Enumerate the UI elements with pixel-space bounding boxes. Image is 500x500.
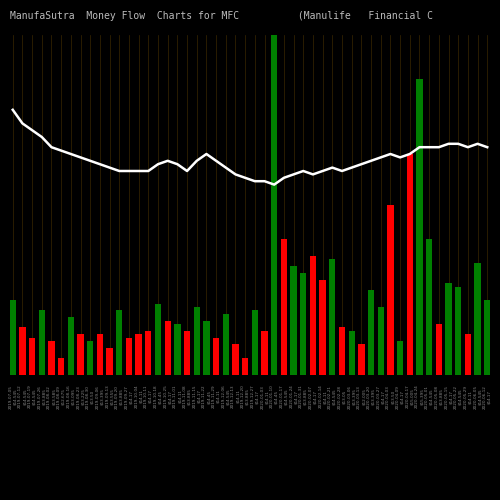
Bar: [300, 273, 306, 375]
Bar: [252, 310, 258, 375]
Bar: [242, 358, 248, 375]
Bar: [213, 338, 220, 375]
Bar: [464, 334, 471, 375]
Bar: [194, 307, 200, 375]
Bar: [310, 256, 316, 375]
Bar: [290, 266, 296, 375]
Bar: [38, 310, 45, 375]
Bar: [262, 331, 268, 375]
Bar: [184, 331, 190, 375]
Text: ManufaSutra  Money Flow  Charts for MFC          (Manulife   Financial C: ManufaSutra Money Flow Charts for MFC (M…: [10, 12, 433, 22]
Bar: [78, 334, 84, 375]
Bar: [68, 317, 74, 375]
Bar: [388, 205, 394, 375]
Bar: [87, 341, 94, 375]
Bar: [397, 341, 403, 375]
Bar: [446, 283, 452, 375]
Bar: [155, 304, 161, 375]
Bar: [358, 344, 364, 375]
Bar: [271, 35, 278, 375]
Bar: [222, 314, 229, 375]
Bar: [406, 154, 413, 375]
Bar: [368, 290, 374, 375]
Bar: [145, 331, 152, 375]
Bar: [116, 310, 122, 375]
Bar: [436, 324, 442, 375]
Bar: [455, 286, 462, 375]
Bar: [280, 239, 287, 375]
Bar: [416, 79, 422, 375]
Bar: [348, 331, 355, 375]
Bar: [378, 307, 384, 375]
Bar: [329, 260, 336, 375]
Bar: [29, 338, 35, 375]
Bar: [174, 324, 180, 375]
Bar: [97, 334, 103, 375]
Bar: [106, 348, 112, 375]
Bar: [136, 334, 142, 375]
Bar: [484, 300, 490, 375]
Bar: [20, 328, 26, 375]
Bar: [474, 263, 480, 375]
Bar: [232, 344, 238, 375]
Bar: [320, 280, 326, 375]
Bar: [204, 320, 210, 375]
Bar: [10, 300, 16, 375]
Bar: [126, 338, 132, 375]
Bar: [339, 328, 345, 375]
Bar: [58, 358, 64, 375]
Bar: [426, 239, 432, 375]
Bar: [48, 341, 54, 375]
Bar: [164, 320, 171, 375]
